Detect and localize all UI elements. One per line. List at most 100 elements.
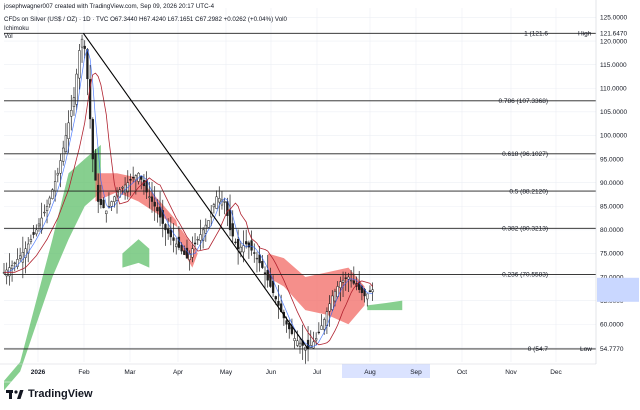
ichimoku-cloud-bullish — [122, 239, 150, 268]
candle-body — [180, 244, 183, 252]
candle-body — [37, 223, 41, 227]
candle-body — [156, 207, 159, 212]
time-axis-label: May — [220, 369, 233, 376]
candle-body — [269, 274, 272, 287]
brand-name: TradingView — [28, 388, 93, 400]
candle-body — [317, 331, 320, 334]
candle-body — [27, 243, 30, 254]
candle-body — [212, 204, 216, 208]
time-axis-label: Mar — [124, 369, 136, 376]
fib-level-label: 0 (54.7 — [528, 346, 549, 353]
candle-body — [266, 270, 269, 281]
candle-body — [261, 261, 264, 268]
time-axis-label: Nov — [505, 369, 517, 376]
candle-body — [102, 199, 105, 209]
time-axis-label: Sep — [410, 369, 422, 376]
candle-body — [158, 206, 162, 218]
candle-body — [134, 175, 138, 181]
candle-body — [153, 201, 156, 207]
candle-body — [83, 45, 86, 49]
candle-body — [51, 189, 54, 199]
indicator-label-vol[interactable]: Vol — [4, 33, 13, 40]
candle-body — [191, 248, 194, 258]
candle-body — [110, 201, 113, 207]
candle-body — [121, 187, 124, 189]
candle-body — [228, 209, 232, 231]
ichimoku-base-line — [4, 72, 373, 346]
candle-body — [59, 160, 62, 174]
candle-body — [298, 342, 302, 347]
candle-body — [320, 325, 323, 330]
chart-author-line: josephwagner007 created with TradingView… — [4, 3, 215, 10]
high-price-tag-bg — [597, 28, 639, 39]
candle-body — [312, 341, 315, 349]
high-price-tag: 121.6470 — [600, 31, 627, 38]
candle-body — [97, 184, 100, 202]
trend-line[interactable] — [82, 32, 309, 350]
candle-body — [201, 229, 205, 241]
indicator-label-ichimoku[interactable]: Ichimoku — [4, 25, 29, 32]
candle-body — [161, 210, 164, 224]
candle-body — [88, 79, 92, 120]
ichimoku-cloud-bullish — [4, 144, 101, 391]
tradingview-brand[interactable]: TradingView — [6, 388, 93, 400]
price-axis-label: 75.0000 — [600, 251, 624, 258]
candle-body — [358, 282, 361, 290]
price-axis-label: 80.0000 — [600, 227, 624, 234]
fib-level-label: 0.236 (70.5583) — [502, 272, 548, 279]
candle-body — [366, 293, 369, 300]
time-axis-label: Feb — [78, 369, 90, 376]
candle-body — [274, 296, 277, 300]
candle-body — [99, 198, 103, 205]
candle-body — [247, 242, 251, 248]
candle-body — [333, 290, 337, 302]
candle-body — [10, 264, 14, 270]
candle-body — [18, 255, 22, 259]
candle-body — [56, 172, 59, 176]
candle-body — [75, 73, 78, 105]
candle-body — [35, 229, 38, 235]
candle-body — [236, 239, 240, 249]
candle-body — [16, 259, 19, 267]
candle-body — [91, 119, 94, 160]
fib-level-label: 0.382 (80.3213) — [502, 226, 548, 233]
candle-body — [371, 289, 374, 293]
candle-body — [215, 196, 218, 209]
candle-body — [368, 290, 372, 293]
candle-body — [148, 196, 151, 198]
fib-level-label: 0.618 (96.1027) — [502, 151, 548, 158]
candle-body — [169, 229, 172, 238]
candle-body — [24, 248, 27, 258]
time-axis-label: Jul — [313, 369, 322, 376]
candle-body — [45, 205, 49, 211]
current-price-tag — [597, 277, 639, 302]
candle-body — [113, 196, 116, 202]
candle-body — [62, 147, 65, 162]
candle-body — [53, 181, 57, 192]
candle-body — [328, 303, 331, 312]
fib-level-label: 0.786 (107.3368) — [498, 98, 548, 105]
fib-level-label: 1 (121.6 — [524, 30, 548, 37]
candle-body — [277, 300, 280, 306]
candle-body — [242, 245, 245, 253]
candle-body — [48, 197, 51, 205]
candle-body — [239, 246, 242, 253]
time-axis-label: Oct — [457, 369, 467, 376]
candle-body — [64, 135, 68, 153]
candle-body — [258, 254, 261, 264]
candle-body — [132, 176, 135, 179]
candle-body — [218, 198, 221, 203]
price-axis-label: 95.0000 — [600, 156, 624, 163]
candle-body — [175, 243, 178, 248]
time-axis-label: Aug — [364, 369, 376, 376]
candle-body — [21, 252, 24, 263]
candle-body — [245, 241, 248, 245]
candle-body — [78, 50, 81, 79]
candle-body — [29, 239, 33, 242]
candle-body — [13, 262, 16, 264]
low-tag: Low — [580, 346, 592, 353]
candle-body — [94, 153, 97, 181]
candle-body — [80, 38, 84, 48]
candle-body — [86, 49, 89, 80]
